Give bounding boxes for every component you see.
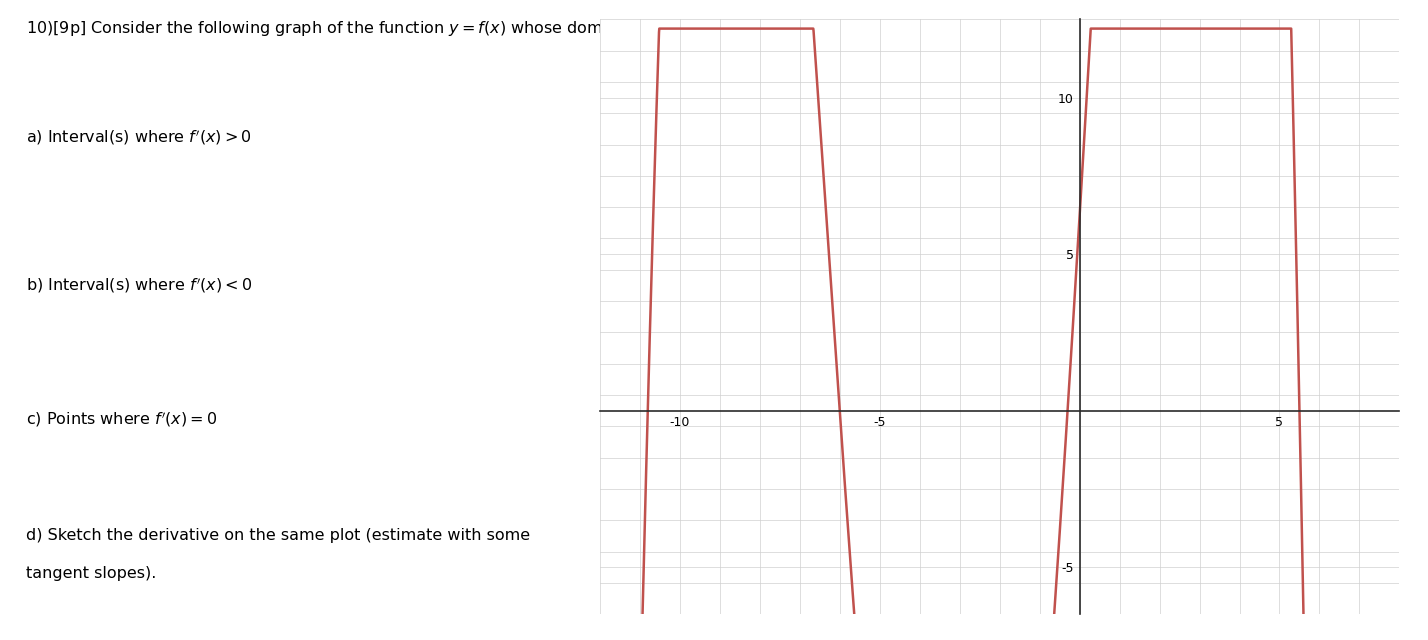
- Text: b) Interval(s) where $f'(x) < 0$: b) Interval(s) where $f'(x) < 0$: [26, 275, 253, 294]
- Text: 10)[9p] Consider the following graph of the function $y = f(x)$ whose domain is : 10)[9p] Consider the following graph of …: [26, 19, 924, 38]
- Text: tangent slopes).: tangent slopes).: [26, 566, 156, 581]
- Text: c) Points where $f'(x) = 0$: c) Points where $f'(x) = 0$: [26, 410, 217, 429]
- Text: d) Sketch the derivative on the same plot (estimate with some: d) Sketch the derivative on the same plo…: [26, 528, 530, 543]
- Text: a) Interval(s) where $f'(x) > 0$: a) Interval(s) where $f'(x) > 0$: [26, 128, 251, 147]
